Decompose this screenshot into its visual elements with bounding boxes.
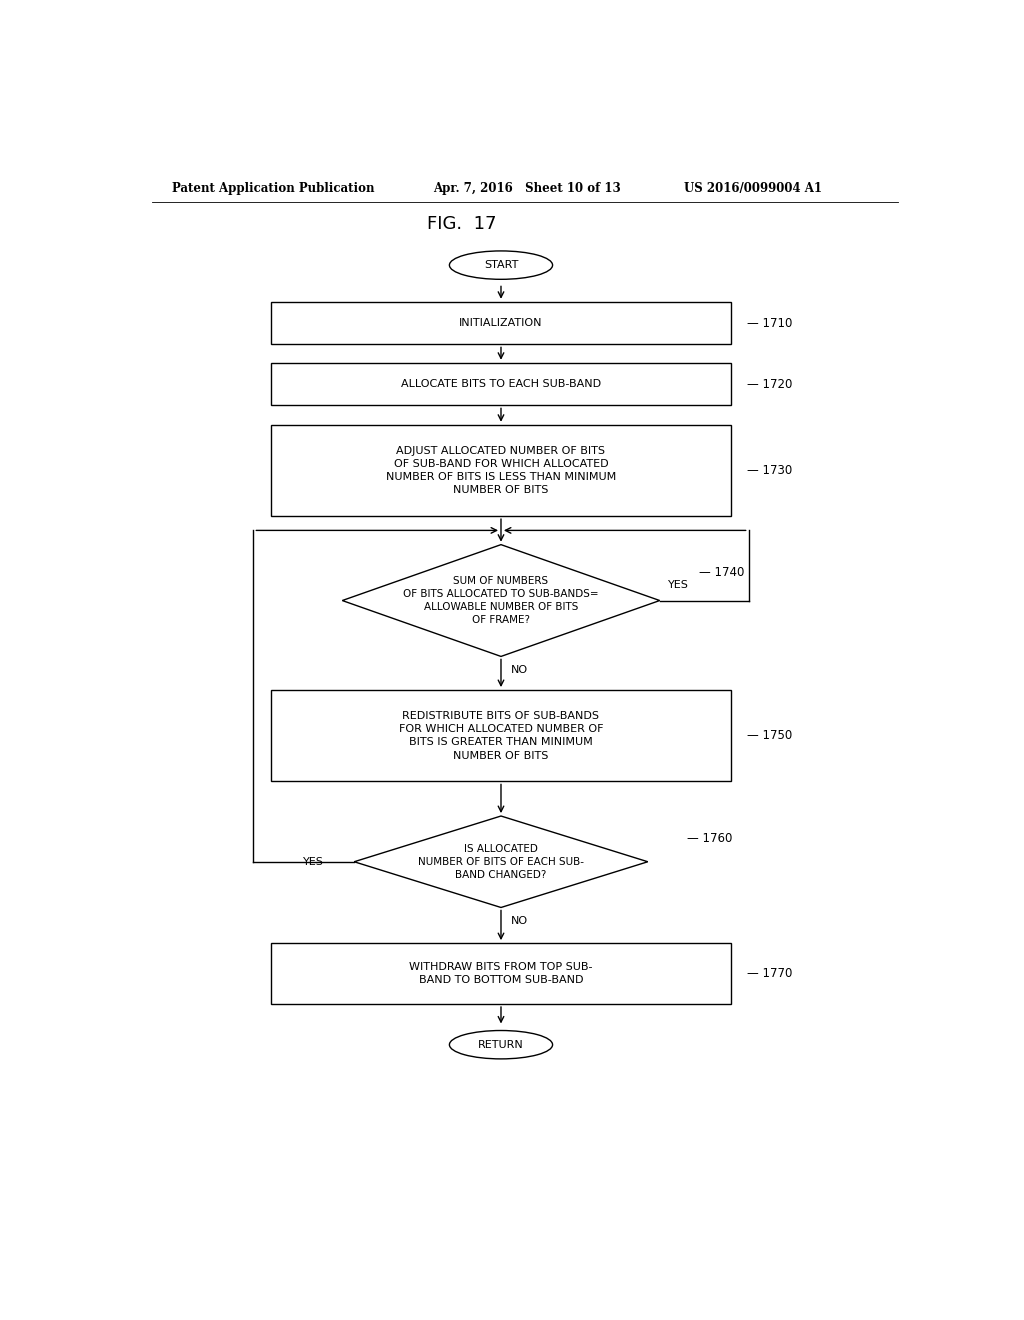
Text: — 1710: — 1710 [748,317,793,330]
Text: START: START [483,260,518,271]
Text: — 1750: — 1750 [748,729,793,742]
Text: NO: NO [511,916,527,925]
FancyBboxPatch shape [270,363,731,405]
FancyBboxPatch shape [270,690,731,781]
Text: SUM OF NUMBERS
OF BITS ALLOCATED TO SUB-BANDS=
ALLOWABLE NUMBER OF BITS
OF FRAME: SUM OF NUMBERS OF BITS ALLOCATED TO SUB-… [403,576,599,626]
Polygon shape [354,816,648,907]
Text: Patent Application Publication: Patent Application Publication [172,182,374,195]
Text: — 1760: — 1760 [687,833,733,845]
Text: NO: NO [511,664,527,675]
Text: US 2016/0099004 A1: US 2016/0099004 A1 [684,182,821,195]
Text: — 1740: — 1740 [699,566,744,579]
Text: WITHDRAW BITS FROM TOP SUB-
BAND TO BOTTOM SUB-BAND: WITHDRAW BITS FROM TOP SUB- BAND TO BOTT… [410,962,593,985]
Text: — 1770: — 1770 [748,968,793,979]
Text: FIG.  17: FIG. 17 [427,215,496,234]
Text: INITIALIZATION: INITIALIZATION [459,318,543,329]
Text: Apr. 7, 2016   Sheet 10 of 13: Apr. 7, 2016 Sheet 10 of 13 [433,182,622,195]
FancyBboxPatch shape [270,302,731,345]
Text: — 1730: — 1730 [748,463,793,477]
Text: IS ALLOCATED
NUMBER OF BITS OF EACH SUB-
BAND CHANGED?: IS ALLOCATED NUMBER OF BITS OF EACH SUB-… [418,843,584,880]
Text: YES: YES [668,581,688,590]
Text: — 1720: — 1720 [748,378,793,391]
FancyBboxPatch shape [270,942,731,1005]
Text: RETURN: RETURN [478,1040,524,1049]
Polygon shape [342,545,659,656]
Ellipse shape [450,1031,553,1059]
Text: REDISTRIBUTE BITS OF SUB-BANDS
FOR WHICH ALLOCATED NUMBER OF
BITS IS GREATER THA: REDISTRIBUTE BITS OF SUB-BANDS FOR WHICH… [398,711,603,760]
FancyBboxPatch shape [270,425,731,516]
Text: ALLOCATE BITS TO EACH SUB-BAND: ALLOCATE BITS TO EACH SUB-BAND [401,379,601,389]
Text: ADJUST ALLOCATED NUMBER OF BITS
OF SUB-BAND FOR WHICH ALLOCATED
NUMBER OF BITS I: ADJUST ALLOCATED NUMBER OF BITS OF SUB-B… [386,446,616,495]
Ellipse shape [450,251,553,280]
Text: YES: YES [303,857,324,867]
